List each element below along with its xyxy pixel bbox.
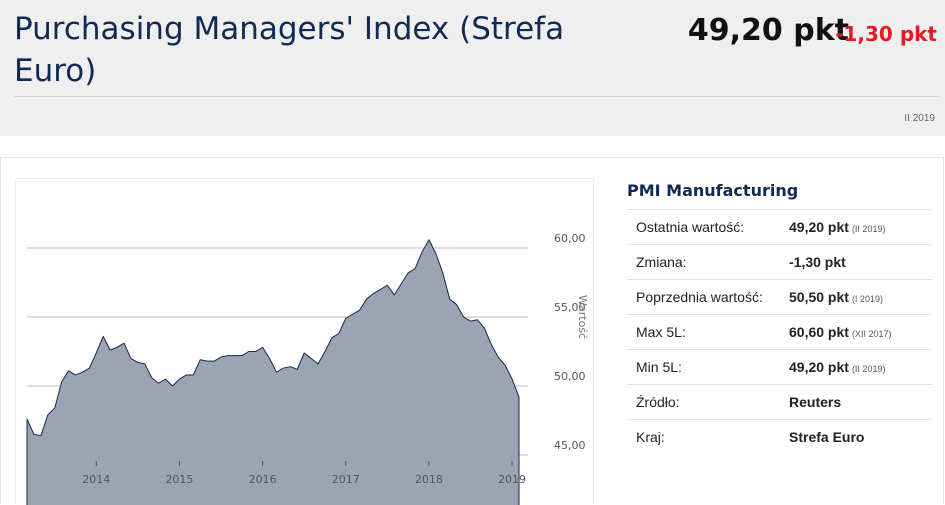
info-row: Źródło: Reuters (627, 384, 932, 420)
info-table: Ostatnia wartość: 49,20 pkt (II 2019) Zmian… (627, 209, 932, 454)
info-row-value: Strefa Euro (789, 419, 932, 454)
info-row-value: Reuters (789, 384, 932, 420)
header: Purchasing Managers' Index (Strefa Euro)… (0, 0, 945, 136)
pmi-area (26, 239, 520, 505)
info-row-label: Poprzednia wartość: (627, 279, 789, 315)
page-title: Purchasing Managers' Index (Strefa Euro) (14, 11, 565, 89)
info-row-value-text: Strefa Euro (789, 429, 865, 445)
y-tick-label: 60,00 (554, 232, 586, 245)
header-divider (14, 96, 939, 97)
info-row-note: (XII 2017) (851, 329, 892, 339)
y-tick-label: 55,00 (554, 301, 586, 314)
y-tick-label: 50,00 (554, 370, 586, 383)
info-row-value-text: 50,50 pkt (789, 289, 849, 305)
info-row-value: 49,20 pkt (II 2019) (789, 209, 932, 245)
info-row-value-text: 60,60 pkt (789, 324, 849, 340)
info-row-note: (I 2019) (851, 294, 883, 304)
info-row-label: Ostatnia wartość: (627, 209, 789, 245)
info-row: Kraj: Strefa Euro (627, 419, 932, 454)
info-row: Ostatnia wartość: 49,20 pkt (II 2019) (627, 209, 932, 245)
current-value: 49,20 pkt (687, 13, 849, 48)
x-tick-label: 2017 (332, 473, 360, 486)
info-row-label: Zmiana: (627, 244, 789, 280)
info-row-label: Max 5L: (627, 314, 789, 350)
info-row: Zmiana: -1,30 pkt (627, 244, 932, 280)
info-row-value-text: Reuters (789, 394, 842, 410)
x-tick-label: 2018 (415, 473, 443, 486)
x-tick-label: 2016 (249, 473, 277, 486)
chart-container: 45,00 50,00 55,00 60,00 2014 2015 2016 2017 201… (15, 178, 594, 505)
info-table-title: PMI Manufacturing (627, 181, 799, 200)
period-label: II 2019 (904, 113, 935, 124)
y-axis-title: Wartość (576, 295, 589, 339)
info-row-label: Min 5L: (627, 349, 789, 385)
x-tick-label: 2015 (165, 473, 193, 486)
info-row-note: (II 2019) (851, 364, 886, 374)
info-row: Poprzednia wartość: 50,50 pkt (I 2019) (627, 279, 932, 315)
info-row-value: -1,30 pkt (789, 244, 932, 280)
info-row-label: Kraj: (627, 419, 789, 454)
info-row-label: Źródło: (627, 384, 789, 420)
info-row-note: (II 2019) (851, 224, 886, 234)
info-row-value: 49,20 pkt (II 2019) (789, 349, 932, 385)
info-row-value: 50,50 pkt (I 2019) (789, 279, 932, 315)
info-row: Max 5L: 60,60 pkt (XII 2017) (627, 314, 932, 350)
x-tick-label: 2014 (82, 473, 110, 486)
info-row-value: 60,60 pkt (XII 2017) (789, 314, 932, 350)
info-row-value-text: 49,20 pkt (789, 219, 849, 235)
y-tick-label: 45,00 (554, 439, 586, 452)
info-row: Min 5L: 49,20 pkt (II 2019) (627, 349, 932, 385)
x-tick-label: 2019 (498, 473, 526, 486)
info-row-value-text: -1,30 pkt (789, 254, 846, 270)
value-change: -1,30 pkt (835, 22, 937, 46)
pmi-chart: 45,00 50,00 55,00 60,00 2014 2015 2016 2017 201… (26, 232, 589, 505)
info-row-value-text: 49,20 pkt (789, 359, 849, 375)
